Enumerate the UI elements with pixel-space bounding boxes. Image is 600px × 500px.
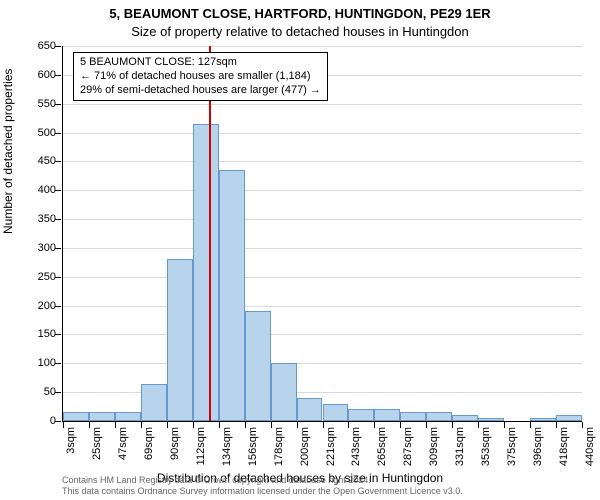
x-tick — [115, 422, 116, 428]
x-tick-label: 440sqm — [584, 427, 596, 477]
gridline — [63, 190, 582, 191]
x-tick — [530, 422, 531, 428]
y-tick-label: 150 — [16, 328, 56, 340]
x-tick-label: 3sqm — [65, 427, 77, 477]
x-tick — [219, 422, 220, 428]
y-tick-label: 0 — [16, 415, 56, 427]
y-tick-label: 400 — [16, 184, 56, 196]
y-tick-label: 600 — [16, 69, 56, 81]
histogram-bar — [141, 384, 167, 422]
title-line-1: 5, BEAUMONT CLOSE, HARTFORD, HUNTINGDON,… — [0, 6, 600, 21]
gridline — [63, 219, 582, 220]
y-tick-label: 50 — [16, 386, 56, 398]
annotation-box: 5 BEAUMONT CLOSE: 127sqm ← 71% of detach… — [73, 52, 328, 101]
x-tick-label: 375sqm — [506, 427, 518, 477]
x-tick-label: 418sqm — [558, 427, 570, 477]
x-tick-label: 309sqm — [428, 427, 440, 477]
x-tick-label: 178sqm — [273, 427, 285, 477]
x-tick-label: 112sqm — [195, 427, 207, 477]
y-tick-label: 650 — [16, 40, 56, 52]
x-tick-label: 331sqm — [454, 427, 466, 477]
gridline — [63, 104, 582, 105]
footer-line-2: This data contains Ordnance Survey infor… — [62, 486, 463, 496]
histogram-bar — [556, 415, 582, 421]
histogram-bar — [323, 404, 349, 421]
histogram-bar — [193, 124, 219, 421]
y-tick-label: 350 — [16, 213, 56, 225]
y-tick-label: 300 — [16, 242, 56, 254]
chart-container: 5, BEAUMONT CLOSE, HARTFORD, HUNTINGDON,… — [0, 0, 600, 500]
x-tick — [582, 422, 583, 428]
x-tick — [271, 422, 272, 428]
x-tick-label: 47sqm — [117, 427, 129, 477]
x-tick-label: 156sqm — [247, 427, 259, 477]
gridline — [63, 46, 582, 47]
histogram-bar — [452, 415, 478, 421]
histogram-bar — [63, 412, 89, 421]
x-tick — [89, 422, 90, 428]
y-tick-label: 100 — [16, 357, 56, 369]
annotation-line-2: ← 71% of detached houses are smaller (1,… — [80, 70, 321, 84]
annotation-line-3: 29% of semi-detached houses are larger (… — [80, 84, 321, 98]
x-tick-label: 69sqm — [143, 427, 155, 477]
title-line-2: Size of property relative to detached ho… — [0, 24, 600, 39]
x-tick — [167, 422, 168, 428]
x-tick — [141, 422, 142, 428]
x-tick — [504, 422, 505, 428]
x-tick — [297, 422, 298, 428]
y-axis-title: Number of detached properties — [1, 69, 15, 234]
x-tick — [63, 422, 64, 428]
x-tick-label: 134sqm — [221, 427, 233, 477]
x-tick-label: 90sqm — [169, 427, 181, 477]
x-tick-label: 396sqm — [532, 427, 544, 477]
histogram-bar — [115, 412, 141, 421]
gridline — [63, 133, 582, 134]
histogram-bar — [530, 418, 556, 421]
histogram-bar — [167, 259, 193, 421]
gridline — [63, 161, 582, 162]
x-tick — [193, 422, 194, 428]
histogram-bar — [374, 409, 400, 421]
histogram-bar — [219, 170, 245, 421]
reference-line — [209, 46, 211, 421]
plot-area: 050100150200250300350400450500550600650 … — [62, 46, 582, 422]
y-tick-label: 500 — [16, 127, 56, 139]
annotation-line-1: 5 BEAUMONT CLOSE: 127sqm — [80, 56, 321, 70]
x-tick-label: 25sqm — [91, 427, 103, 477]
histogram-bar — [478, 418, 504, 421]
x-tick — [245, 422, 246, 428]
histogram-bar — [271, 363, 297, 421]
x-tick-label: 200sqm — [299, 427, 311, 477]
histogram-bar — [348, 409, 374, 421]
x-tick-label: 221sqm — [325, 427, 337, 477]
histogram-bar — [297, 398, 323, 421]
footer-line-1: Contains HM Land Registry data © Crown c… — [62, 475, 463, 485]
gridline — [63, 277, 582, 278]
gridline — [63, 334, 582, 335]
y-tick-label: 550 — [16, 98, 56, 110]
x-tick — [556, 422, 557, 428]
gridline — [63, 363, 582, 364]
x-tick-label: 353sqm — [480, 427, 492, 477]
gridline — [63, 248, 582, 249]
y-tick-label: 250 — [16, 271, 56, 283]
x-tick — [323, 422, 324, 428]
histogram-bar — [400, 412, 426, 421]
x-tick-label: 243sqm — [350, 427, 362, 477]
x-tick-label: 265sqm — [376, 427, 388, 477]
x-tick-label: 287sqm — [402, 427, 414, 477]
gridline — [63, 306, 582, 307]
y-tick-label: 200 — [16, 300, 56, 312]
footer-attribution: Contains HM Land Registry data © Crown c… — [62, 475, 463, 496]
histogram-bar — [89, 412, 115, 421]
histogram-bar — [245, 311, 271, 421]
y-tick-label: 450 — [16, 155, 56, 167]
histogram-bar — [426, 412, 452, 421]
